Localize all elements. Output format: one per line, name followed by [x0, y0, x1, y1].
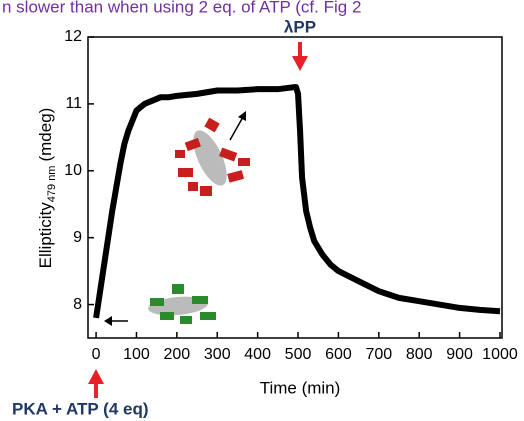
- x-tick-label: 0: [92, 346, 101, 363]
- x-axis-label: Time (min): [260, 378, 341, 397]
- y-axis-label-text: Ellipticity479 nm (mdeg): [36, 108, 57, 269]
- x-tick-label: 900: [446, 346, 473, 363]
- x-tick-label: 1000: [482, 346, 518, 363]
- y-tick-label: 9: [73, 229, 82, 246]
- x-tick-label: 100: [123, 346, 150, 363]
- x-tick-label: 300: [204, 346, 231, 363]
- annotation: PKA + ATP (4 eq): [12, 399, 149, 418]
- y-tick-label: 12: [64, 28, 82, 45]
- y-label-sub: 479 nm: [46, 166, 58, 203]
- x-tick-label: 200: [164, 346, 191, 363]
- molecule-red: [175, 111, 250, 196]
- x-tick-label: 400: [244, 346, 271, 363]
- x-tick-label: 700: [365, 346, 392, 363]
- y-label: Ellipticity: [36, 202, 55, 269]
- arrow: [88, 42, 308, 398]
- x-tick-label: 500: [285, 346, 312, 363]
- caption: n slower than when using 2 eq. of ATP (c…: [2, 0, 361, 16]
- molecule-green: [104, 284, 216, 326]
- y-tick-label: 8: [73, 296, 82, 313]
- annotation: λPP: [284, 17, 316, 36]
- x-tick-label: 600: [325, 346, 352, 363]
- y-label-unit: (mdeg): [36, 108, 55, 162]
- y-axis-label: Ellipticity479 nm (mdeg): [36, 108, 57, 269]
- x-tick-label: 800: [406, 346, 433, 363]
- plot-frame: [87, 36, 503, 339]
- y-tick-label: 10: [64, 162, 82, 179]
- y-tick-label: 11: [65, 95, 82, 112]
- data-line: [93, 84, 501, 319]
